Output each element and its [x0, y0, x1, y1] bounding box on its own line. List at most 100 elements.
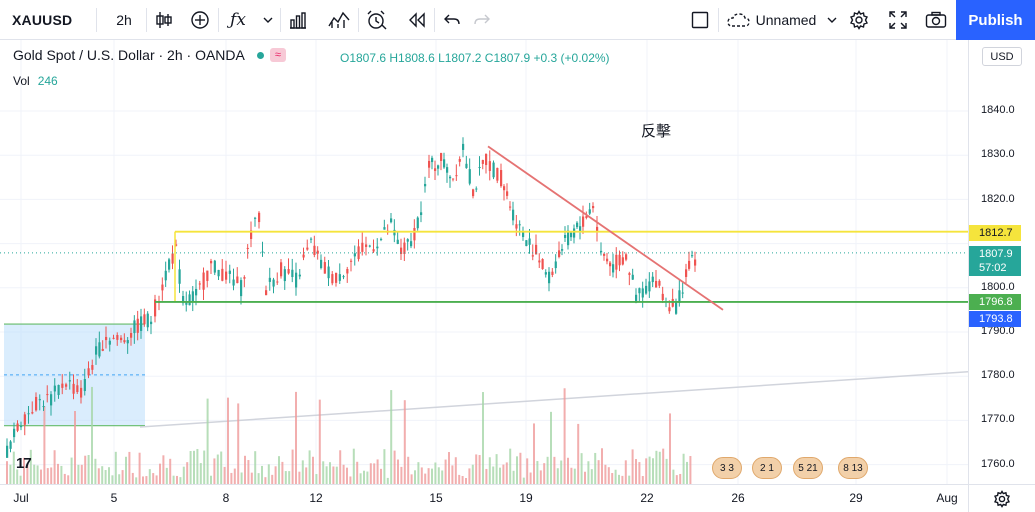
- volume-bar: [522, 477, 525, 484]
- alert-button[interactable]: [362, 0, 390, 40]
- fx-icon[interactable]: ƒx: [230, 10, 246, 30]
- volume-label: Vol: [13, 74, 30, 88]
- volume-bar: [77, 464, 80, 484]
- volume-bar: [148, 469, 151, 484]
- volume-bar: [369, 463, 372, 484]
- time-tick: Aug: [936, 491, 958, 505]
- volume-bar: [417, 462, 420, 484]
- redo-button[interactable]: [470, 0, 494, 40]
- volume-bar: [414, 470, 416, 484]
- time-axis[interactable]: Jul 5 8 12 15 19 22 26 29 Aug: [0, 484, 968, 512]
- low-price-tag: 1793.8: [969, 311, 1021, 327]
- layout-dropdown[interactable]: [826, 0, 838, 40]
- candle-body: [515, 224, 518, 229]
- volume-bar: [193, 450, 195, 484]
- candle-body: [462, 143, 465, 150]
- candle-body: [561, 249, 564, 251]
- candle-body: [80, 387, 83, 398]
- volume-bar: [556, 468, 559, 484]
- gear-icon: [994, 489, 1010, 508]
- gear-icon: [850, 10, 868, 30]
- volume-bar: [529, 472, 532, 484]
- candle-body: [452, 178, 455, 180]
- volume-value: 246: [37, 74, 58, 88]
- volume-bar: [74, 411, 76, 484]
- volume-bar: [223, 466, 226, 484]
- candle-body: [585, 216, 588, 218]
- candle-body: [570, 232, 573, 238]
- candle-body: [675, 301, 678, 314]
- candle-body: [458, 159, 461, 162]
- publish-button[interactable]: Publish: [956, 0, 1035, 40]
- chart-annotation-text[interactable]: 反擊: [641, 123, 672, 140]
- settings-button[interactable]: [846, 0, 872, 40]
- layout-button[interactable]: [688, 0, 712, 40]
- indicator-template-button[interactable]: [324, 0, 354, 40]
- candle-body: [171, 253, 174, 264]
- candle-body: [143, 314, 146, 325]
- snapshot-button[interactable]: [922, 0, 950, 40]
- candle-body: [154, 299, 157, 317]
- volume-bar: [679, 473, 682, 484]
- dividend-event-marker[interactable]: 5 21: [793, 457, 823, 479]
- candle-body: [35, 396, 38, 411]
- indicators-dropdown[interactable]: [258, 0, 278, 40]
- volume-bar: [335, 466, 338, 484]
- candle-body: [120, 337, 123, 341]
- candle-body: [250, 230, 253, 239]
- candle-body: [567, 230, 570, 246]
- price-axis[interactable]: 1840.0 1830.0 1820.0 1800.0 1790.0 1780.…: [968, 40, 1035, 484]
- volume-bar: [577, 423, 580, 484]
- chart-type-button[interactable]: [150, 0, 178, 40]
- volume-bar: [597, 460, 600, 484]
- candle-body: [105, 336, 108, 341]
- candle-body: [525, 240, 528, 247]
- volume-bar: [526, 458, 529, 484]
- candle-body: [228, 270, 231, 274]
- candle-body: [6, 445, 9, 458]
- dividend-event-marker[interactable]: 2 1: [752, 457, 782, 479]
- fullscreen-button[interactable]: [886, 0, 910, 40]
- volume-bar: [669, 413, 671, 484]
- templates-button[interactable]: [284, 0, 312, 40]
- volume-bar: [101, 466, 104, 484]
- compare-button[interactable]: [186, 0, 214, 40]
- candle-body: [116, 335, 119, 340]
- volume-bar: [284, 471, 287, 484]
- candle-body: [406, 239, 409, 242]
- undo-button[interactable]: [440, 0, 464, 40]
- dividend-event-marker[interactable]: 3 3: [712, 457, 742, 479]
- candle-body: [72, 383, 75, 394]
- chart-settings-button[interactable]: [968, 484, 1035, 512]
- candle-body: [592, 206, 595, 209]
- interval-selector[interactable]: 2h: [116, 12, 132, 28]
- symbol-title: Gold Spot / U.S. Dollar · 2h · OANDA: [13, 47, 245, 63]
- candle-body: [694, 259, 697, 266]
- volume-bar: [686, 461, 688, 484]
- volume-bar: [580, 453, 583, 484]
- volume-bar: [301, 460, 304, 484]
- layout-name-button[interactable]: Unnamed: [724, 0, 818, 40]
- currency-selector[interactable]: USD: [982, 47, 1022, 66]
- volume-bar: [410, 474, 413, 484]
- volume-bar: [216, 454, 219, 484]
- candle-body: [57, 384, 60, 396]
- time-tick: 22: [640, 491, 654, 505]
- time-tick: 8: [222, 491, 230, 505]
- price-chart[interactable]: [0, 40, 968, 484]
- candle-body: [437, 165, 440, 169]
- candle-body: [291, 269, 294, 278]
- candle-body: [428, 160, 431, 168]
- candle-body: [588, 209, 591, 214]
- symbol-search[interactable]: XAUUSD: [12, 12, 73, 28]
- volume-bar: [499, 467, 501, 484]
- tradingview-logo[interactable]: 17: [16, 455, 32, 472]
- volume-bar: [257, 473, 260, 484]
- volume-bar: [618, 474, 620, 484]
- volume-bar: [329, 462, 331, 484]
- replay-button[interactable]: [404, 0, 430, 40]
- volume-bar: [492, 466, 495, 484]
- last-price-tag: 1807.9: [969, 246, 1021, 262]
- data-source-icon[interactable]: ≈: [269, 48, 286, 62]
- dividend-event-marker[interactable]: 8 13: [838, 457, 868, 479]
